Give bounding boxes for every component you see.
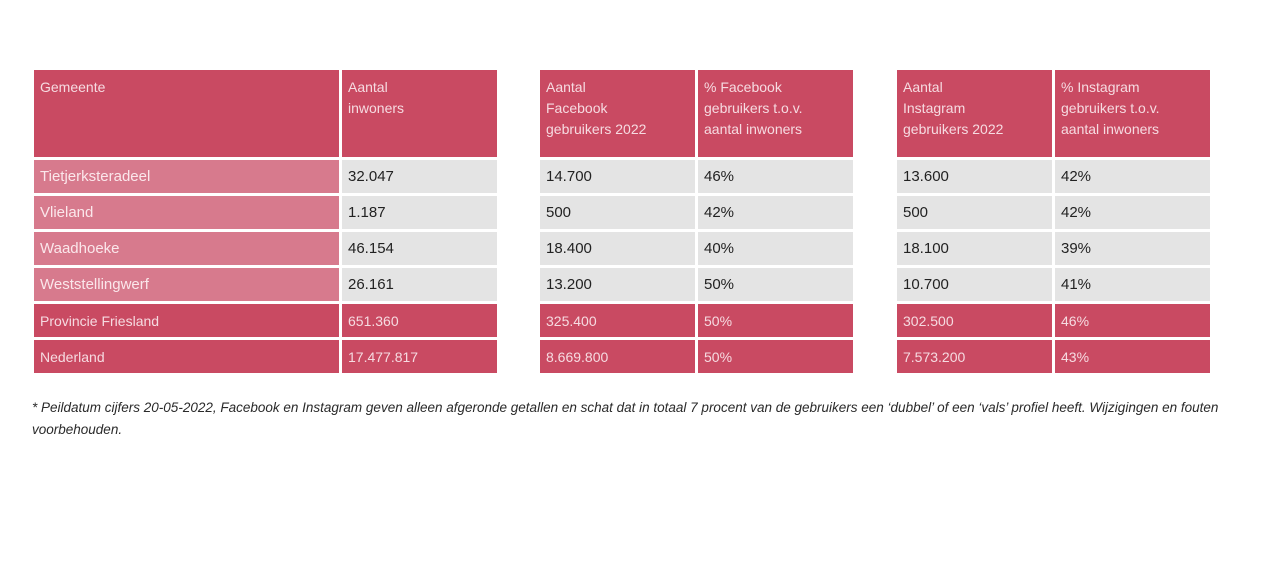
instagram-table-cell: 10.700	[897, 268, 1052, 301]
facebook-total-cell: 8.669.800	[540, 340, 695, 373]
instagram-total-cell: 302.500	[897, 304, 1052, 337]
instagram-header-cell: Aantal Instagram gebruikers 2022	[897, 70, 1052, 157]
facebook-table-cell: 40%	[698, 232, 853, 265]
instagram-table-cell: 42%	[1055, 160, 1210, 193]
gemeente-table-cell: 1.187	[342, 196, 497, 229]
gemeente-total-cell: Nederland	[34, 340, 339, 373]
instagram-table: Aantal Instagram gebruikers 2022% Instag…	[897, 70, 1210, 373]
instagram-table-cell: 18.100	[897, 232, 1052, 265]
facebook-table-cell: 500	[540, 196, 695, 229]
facebook-header-cell: % Facebook gebruikers t.o.v. aantal inwo…	[698, 70, 853, 157]
gemeente-header-cell: Gemeente	[34, 70, 339, 157]
instagram-total-cell: 43%	[1055, 340, 1210, 373]
gemeente-table-cell: 32.047	[342, 160, 497, 193]
instagram-total-cell: 7.573.200	[897, 340, 1052, 373]
facebook-table-cell: 13.200	[540, 268, 695, 301]
instagram-table-cell: 39%	[1055, 232, 1210, 265]
facebook-total-cell: 50%	[698, 340, 853, 373]
gemeente-table-cell: Vlieland	[34, 196, 339, 229]
instagram-header-cell: % Instagram gebruikers t.o.v. aantal inw…	[1055, 70, 1210, 157]
facebook-table-cell: 50%	[698, 268, 853, 301]
gemeente-table-cell: 46.154	[342, 232, 497, 265]
facebook-header-cell: Aantal Facebook gebruikers 2022	[540, 70, 695, 157]
gemeente-total-cell: Provincie Friesland	[34, 304, 339, 337]
facebook-table-cell: 14.700	[540, 160, 695, 193]
footnote: * Peildatum cijfers 20-05-2022, Facebook…	[32, 400, 1219, 437]
instagram-table-cell: 42%	[1055, 196, 1210, 229]
instagram-table-cell: 500	[897, 196, 1052, 229]
gemeente-table-cell: Weststellingwerf	[34, 268, 339, 301]
gemeente-table-cell: Waadhoeke	[34, 232, 339, 265]
gemeente-total-cell: 651.360	[342, 304, 497, 337]
gemeente-table-cell: Tietjerksteradeel	[34, 160, 339, 193]
facebook-table: Aantal Facebook gebruikers 2022% Faceboo…	[540, 70, 853, 373]
gemeente-total-cell: 17.477.817	[342, 340, 497, 373]
facebook-table-cell: 18.400	[540, 232, 695, 265]
instagram-table-cell: 13.600	[897, 160, 1052, 193]
gemeente-table-cell: 26.161	[342, 268, 497, 301]
gemeente-header-cell: Aantal inwoners	[342, 70, 497, 157]
facebook-total-cell: 50%	[698, 304, 853, 337]
facebook-total-cell: 325.400	[540, 304, 695, 337]
municipality-table: Gemeente Aantal inwoners Tietjerksteradeel…	[34, 70, 497, 373]
facebook-table-cell: 42%	[698, 196, 853, 229]
instagram-total-cell: 46%	[1055, 304, 1210, 337]
facebook-table-cell: 46%	[698, 160, 853, 193]
instagram-table-cell: 41%	[1055, 268, 1210, 301]
